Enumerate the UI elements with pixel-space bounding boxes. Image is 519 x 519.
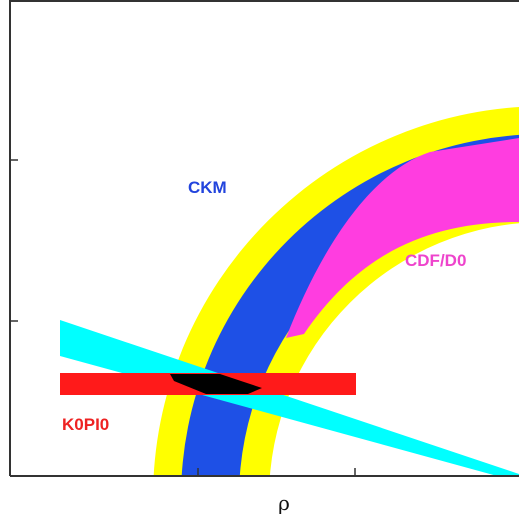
k0pi0-label: K0PI0 [62, 415, 109, 434]
cdf-d0-band [286, 138, 519, 338]
x-axis-label: ρ [278, 491, 290, 515]
ckm-label: CKM [188, 178, 227, 197]
overlap-region [170, 374, 262, 394]
cdf-d0-label: CDF/D0 [405, 251, 466, 270]
plot-frame [9, 0, 519, 477]
cyan-band [60, 320, 519, 476]
chart-regions [60, 106, 519, 476]
